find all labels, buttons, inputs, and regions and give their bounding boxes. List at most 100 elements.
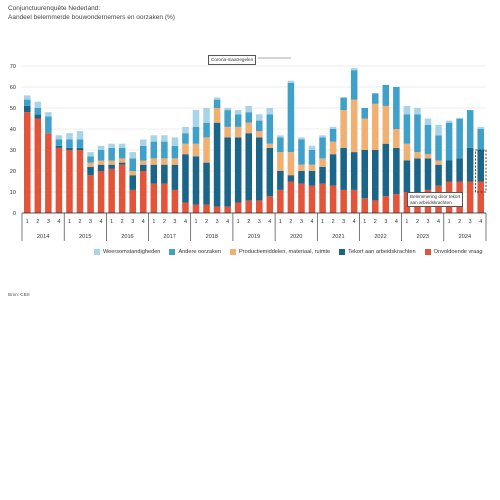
bar-segment (171, 137, 179, 146)
quarter-tick-label: 2 (205, 219, 208, 225)
bar-segment (192, 143, 200, 157)
bar-segment (266, 108, 274, 115)
bar-segment (66, 147, 73, 150)
y-tick-label: 10 (10, 190, 16, 196)
legend-label: Productiemiddelen, materiaal, ruimte (239, 249, 331, 255)
bar-segment (456, 118, 463, 159)
bar-segment (245, 200, 252, 213)
bar-segment (161, 164, 168, 184)
bar-segment (329, 129, 337, 142)
year-tick-label: 2016 (121, 234, 133, 240)
year-tick-label: 2019 (248, 234, 260, 240)
bar-segment (393, 194, 400, 213)
bar-segment (87, 175, 94, 213)
bar-segment (76, 131, 84, 140)
bar-segment (414, 158, 421, 195)
bar-segment (97, 160, 105, 165)
bar-segment (403, 105, 411, 115)
quarter-tick-label: 3 (47, 219, 50, 225)
legend-item: Onvoldoende vraag (424, 249, 483, 255)
bar-segment (45, 133, 52, 213)
bar-segment (382, 143, 390, 197)
chart-legend: Weersomstandigheden Andere oorzaken Produc… (94, 249, 482, 255)
bar-segment (319, 183, 326, 213)
quarter-tick-label: 3 (216, 219, 219, 225)
year-tick-label: 2018 (206, 234, 218, 240)
bar-segment (266, 196, 274, 213)
bar-segment (277, 135, 284, 138)
bar-segment (55, 135, 63, 140)
bar-segment (350, 70, 358, 100)
bar-segment (424, 158, 432, 190)
bar-segment (308, 150, 316, 165)
y-tick-label: 40 (10, 127, 16, 133)
bar-segment (150, 164, 158, 184)
bar-segment (118, 143, 126, 148)
corona-annotation-text: Corona-maatregelen (211, 57, 254, 62)
legend-label: Onvoldoende vraag (433, 249, 483, 255)
bar-segment (372, 93, 379, 104)
bar-segment (150, 183, 158, 213)
year-tick-label: 2017 (163, 234, 175, 240)
chart-subtitle: Aandeel belemmerde bouwondernemers en oo… (8, 13, 175, 21)
bar-segment (213, 108, 221, 123)
bar-segment (150, 141, 158, 159)
year-tick-label: 2014 (37, 234, 49, 240)
bar-segment (466, 181, 474, 213)
bar-segment (287, 175, 295, 182)
year-tick-label: 2023 (417, 234, 429, 240)
bar-segment (118, 162, 126, 165)
bar-segment (234, 110, 242, 115)
bar-segment (161, 158, 168, 165)
bar-segment (393, 87, 400, 129)
bar-segment (287, 82, 295, 153)
quarter-tick-label: 4 (395, 219, 398, 225)
bar-segment (361, 150, 368, 199)
bar-segment (203, 204, 210, 213)
y-tick-label: 20 (10, 169, 16, 175)
bar-segment (129, 171, 136, 176)
bar-segment (350, 68, 358, 71)
quarter-tick-label: 3 (173, 219, 176, 225)
quarter-tick-label: 2 (247, 219, 250, 225)
bar-segment (234, 114, 242, 127)
bar-segment (372, 200, 379, 213)
bar-segment (266, 147, 274, 197)
quarter-tick-label: 4 (479, 219, 482, 225)
bar-segment (245, 133, 252, 201)
bar-segment (87, 152, 94, 157)
quarter-tick-label: 2 (374, 219, 377, 225)
bar-segment (256, 120, 263, 132)
quarter-tick-label: 4 (311, 219, 314, 225)
bar-segment (192, 156, 200, 205)
bar-segment (45, 112, 52, 117)
bar-segment (403, 143, 411, 161)
bar-segment (350, 99, 358, 153)
bar-segment (129, 175, 136, 190)
bar-segment (477, 181, 484, 213)
bar-segment (319, 166, 326, 184)
bar-segment (55, 145, 63, 148)
bar-segment (435, 160, 442, 165)
quarter-tick-label: 2 (289, 219, 292, 225)
bar-segment (308, 145, 316, 150)
labor-annotation-line-2: aan arbeidskrachten (410, 199, 452, 205)
bar-segment (34, 114, 42, 119)
bar-segment (129, 189, 136, 213)
bar-segment (435, 124, 442, 136)
bar-segment (24, 95, 31, 100)
legend-swatch (169, 249, 176, 255)
bar-segment (424, 124, 432, 155)
quarter-tick-label: 3 (384, 219, 387, 225)
bar-segment (140, 171, 147, 213)
quarter-tick-label: 1 (237, 219, 240, 225)
bar-segment (161, 135, 168, 142)
bar-segment (203, 108, 210, 123)
bar-segment (224, 110, 231, 127)
bar-segment (24, 105, 31, 113)
bar-segment (192, 110, 200, 127)
quarter-tick-label: 3 (258, 219, 261, 225)
bar-segment (118, 164, 126, 213)
y-tick-label: 0 (13, 211, 16, 217)
quarter-tick-label: 3 (300, 219, 303, 225)
